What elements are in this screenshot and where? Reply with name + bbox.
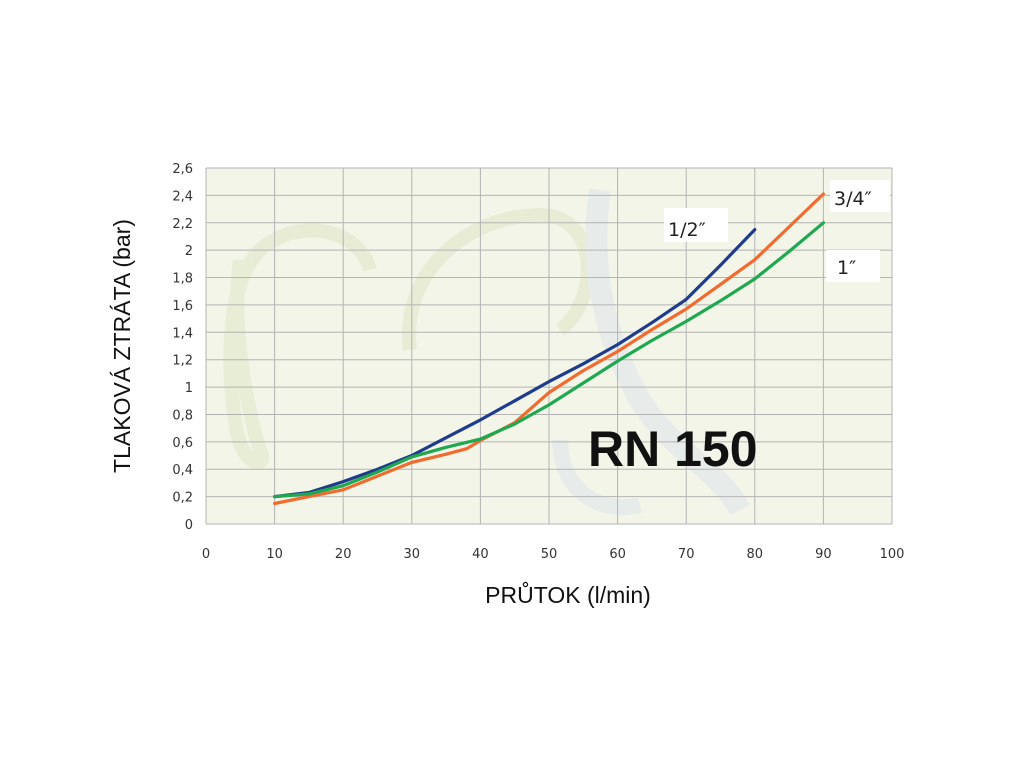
series-label-1: 1″ bbox=[837, 257, 856, 279]
y-tick-label: 1,8 bbox=[172, 272, 193, 287]
model-annotation: RN 150 bbox=[588, 421, 758, 477]
y-tick-label: 0 bbox=[185, 518, 193, 533]
x-tick-label: 90 bbox=[815, 547, 832, 562]
x-tick-label: 20 bbox=[335, 547, 352, 562]
y-tick-label: 0,6 bbox=[172, 436, 193, 451]
y-tick-label: 2 bbox=[185, 244, 193, 259]
y-tick-label: 2,2 bbox=[172, 217, 193, 232]
x-tick-label: 40 bbox=[472, 547, 489, 562]
y-tick-label: 1,2 bbox=[172, 354, 193, 369]
series-label-bg-1-2 bbox=[664, 208, 728, 242]
x-tick-label: 70 bbox=[678, 547, 695, 562]
y-axis-title: TLAKOVÁ ZTRÁTA (bar) bbox=[109, 219, 135, 473]
x-tick-label: 60 bbox=[609, 547, 626, 562]
y-tick-label: 1,4 bbox=[172, 326, 193, 341]
series-lines bbox=[273, 192, 826, 506]
y-tick-label: 1 bbox=[185, 381, 193, 396]
y-tick-label: 0,4 bbox=[172, 463, 193, 478]
x-axis-title: PRŮTOK (l/min) bbox=[485, 580, 651, 608]
x-tick-label: 50 bbox=[541, 547, 558, 562]
series-label-bg-1 bbox=[826, 250, 880, 282]
series-line-1 bbox=[273, 192, 826, 506]
x-tick-label: 80 bbox=[747, 547, 764, 562]
series-label-3-4: 3/4″ bbox=[834, 188, 872, 210]
x-tick-label: 10 bbox=[266, 547, 283, 562]
y-tick-label: 2,6 bbox=[172, 162, 193, 177]
series-line-0 bbox=[273, 228, 757, 499]
watermark-decoration bbox=[223, 188, 750, 516]
y-tick-label: 0,2 bbox=[172, 491, 193, 506]
series-label-1-2: 1/2″ bbox=[668, 219, 706, 241]
x-tick-label: 100 bbox=[880, 547, 905, 562]
y-tick-label: 1,6 bbox=[172, 299, 193, 314]
x-tick-label: 30 bbox=[404, 547, 421, 562]
axis-ticks: 0 10 20 30 40 50 60 70 80 90 100 0 0,2 0,4 0,6 0,8 1 1,2 1… bbox=[172, 162, 904, 562]
y-tick-label: 2,4 bbox=[172, 189, 193, 204]
series-label-bg-3-4 bbox=[830, 180, 890, 212]
series-line-2 bbox=[273, 221, 826, 499]
y-tick-label: 0,8 bbox=[172, 408, 193, 423]
x-tick-label: 0 bbox=[202, 547, 210, 562]
